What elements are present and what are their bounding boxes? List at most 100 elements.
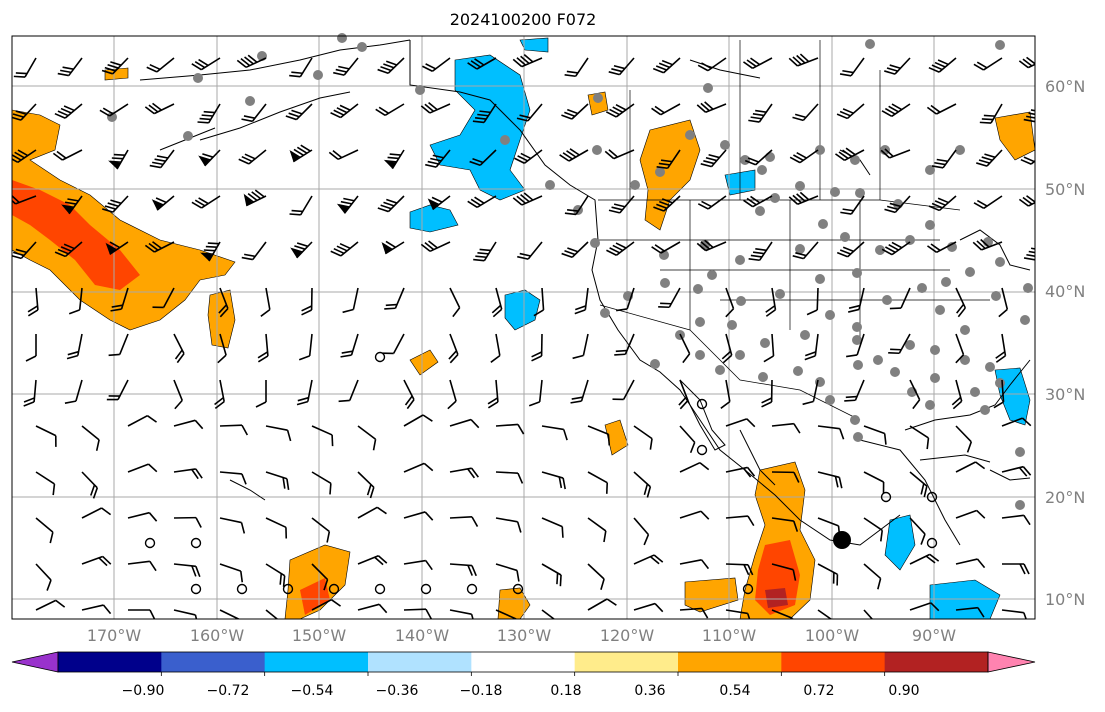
wind-barb [495, 563, 520, 582]
lon-label-170: 170°W [86, 626, 142, 645]
wind-barb [191, 195, 221, 209]
wind-barb [679, 461, 710, 473]
wind-barb [1023, 241, 1035, 261]
calm-wind-marker [926, 491, 938, 503]
station-dot [660, 278, 670, 288]
wind-barb [696, 101, 727, 113]
wind-barb [1048, 472, 1075, 482]
station-dot [850, 415, 860, 425]
calm-wind-marker [190, 583, 202, 595]
colorbar-extend-high [987, 651, 1036, 673]
station-dot [183, 131, 193, 141]
wind-barb [81, 471, 99, 499]
wind-barb [927, 241, 957, 254]
wind-barb [679, 425, 696, 454]
wind-barb [495, 517, 522, 533]
wind-barb [383, 149, 405, 170]
wind-barb [81, 507, 112, 519]
wind-barb [541, 471, 566, 490]
station-dot [947, 242, 957, 252]
wind-barb [928, 57, 957, 73]
station-dot [890, 367, 900, 377]
wind-barb [173, 333, 185, 364]
station-dot [727, 320, 737, 330]
wind-barb [788, 191, 819, 205]
wind-barb [771, 609, 795, 619]
wind-barb [951, 379, 963, 410]
wind-barb [863, 517, 884, 542]
wind-barb [531, 333, 543, 362]
wind-barb [697, 57, 727, 72]
wind-barb [487, 379, 499, 409]
colorbar-swatch [264, 652, 369, 672]
wind-barb [512, 192, 543, 206]
wind-barb [888, 333, 911, 355]
colorbar-label: 0.54 [719, 683, 751, 699]
station-dot [765, 152, 775, 162]
colorbar-swatch [884, 652, 989, 672]
station-dot [650, 359, 660, 369]
wind-barb [12, 149, 37, 163]
wind-barb [296, 379, 313, 406]
wind-barb [743, 57, 773, 70]
wind-barb [491, 287, 503, 318]
wind-barb [105, 241, 129, 255]
wind-barb [403, 462, 434, 473]
wind-barb [173, 516, 202, 528]
station-dot [630, 180, 640, 190]
wind-barb [653, 195, 681, 212]
station-dot [795, 244, 805, 254]
station-dot [685, 130, 695, 140]
wind-barb [449, 418, 480, 429]
wind-barb [1047, 518, 1075, 531]
wind-barb [976, 149, 1003, 167]
wind-barb [771, 563, 797, 581]
wind-barb [265, 563, 286, 587]
wind-barb [467, 195, 497, 209]
lon-label-150: 150°W [291, 626, 347, 645]
station-dot [815, 274, 825, 284]
station-dot [960, 355, 970, 365]
wind-barb [748, 103, 773, 123]
wind-barb [608, 195, 635, 214]
wind-barb [173, 379, 183, 410]
station-dot [720, 140, 730, 150]
wind-barb [516, 103, 543, 122]
wind-barb [403, 414, 433, 427]
lat-label-20: 20°N [1045, 488, 1086, 507]
station-dot [882, 295, 892, 305]
wind-barb [836, 241, 865, 258]
colorbar-label: −0.72 [206, 683, 250, 699]
wind-barb [979, 103, 1003, 124]
contour-darkred [765, 588, 788, 608]
wind-barb [99, 103, 129, 117]
wind-barb [559, 148, 589, 162]
wind-barb [541, 563, 562, 587]
station-dot [415, 85, 425, 95]
wind-barb [806, 287, 819, 316]
wind-barb [972, 238, 1003, 251]
wind-barb [658, 287, 681, 309]
colorbar-swatch [678, 652, 782, 672]
colorbar-swatch [58, 652, 162, 672]
wind-barb [880, 148, 911, 159]
contour-red-c [300, 578, 330, 615]
station-dot [757, 165, 767, 175]
station-dot [991, 291, 1001, 301]
calm-wind-marker [236, 583, 248, 595]
station-dot [865, 39, 875, 49]
wind-barb-layer [12, 53, 1075, 619]
wind-barb [678, 379, 689, 410]
station-dot [193, 73, 203, 83]
station-dot [313, 70, 323, 80]
calm-wind-marker [880, 491, 892, 503]
wind-barb [765, 287, 777, 317]
wind-barb [265, 517, 288, 539]
wind-barb [265, 471, 290, 490]
wind-barb [725, 287, 735, 318]
wind-barb [64, 379, 83, 404]
wind-barb [863, 471, 885, 494]
wind-barb [420, 101, 451, 114]
wind-barb [651, 241, 681, 254]
contour-orange-l [994, 111, 1035, 161]
